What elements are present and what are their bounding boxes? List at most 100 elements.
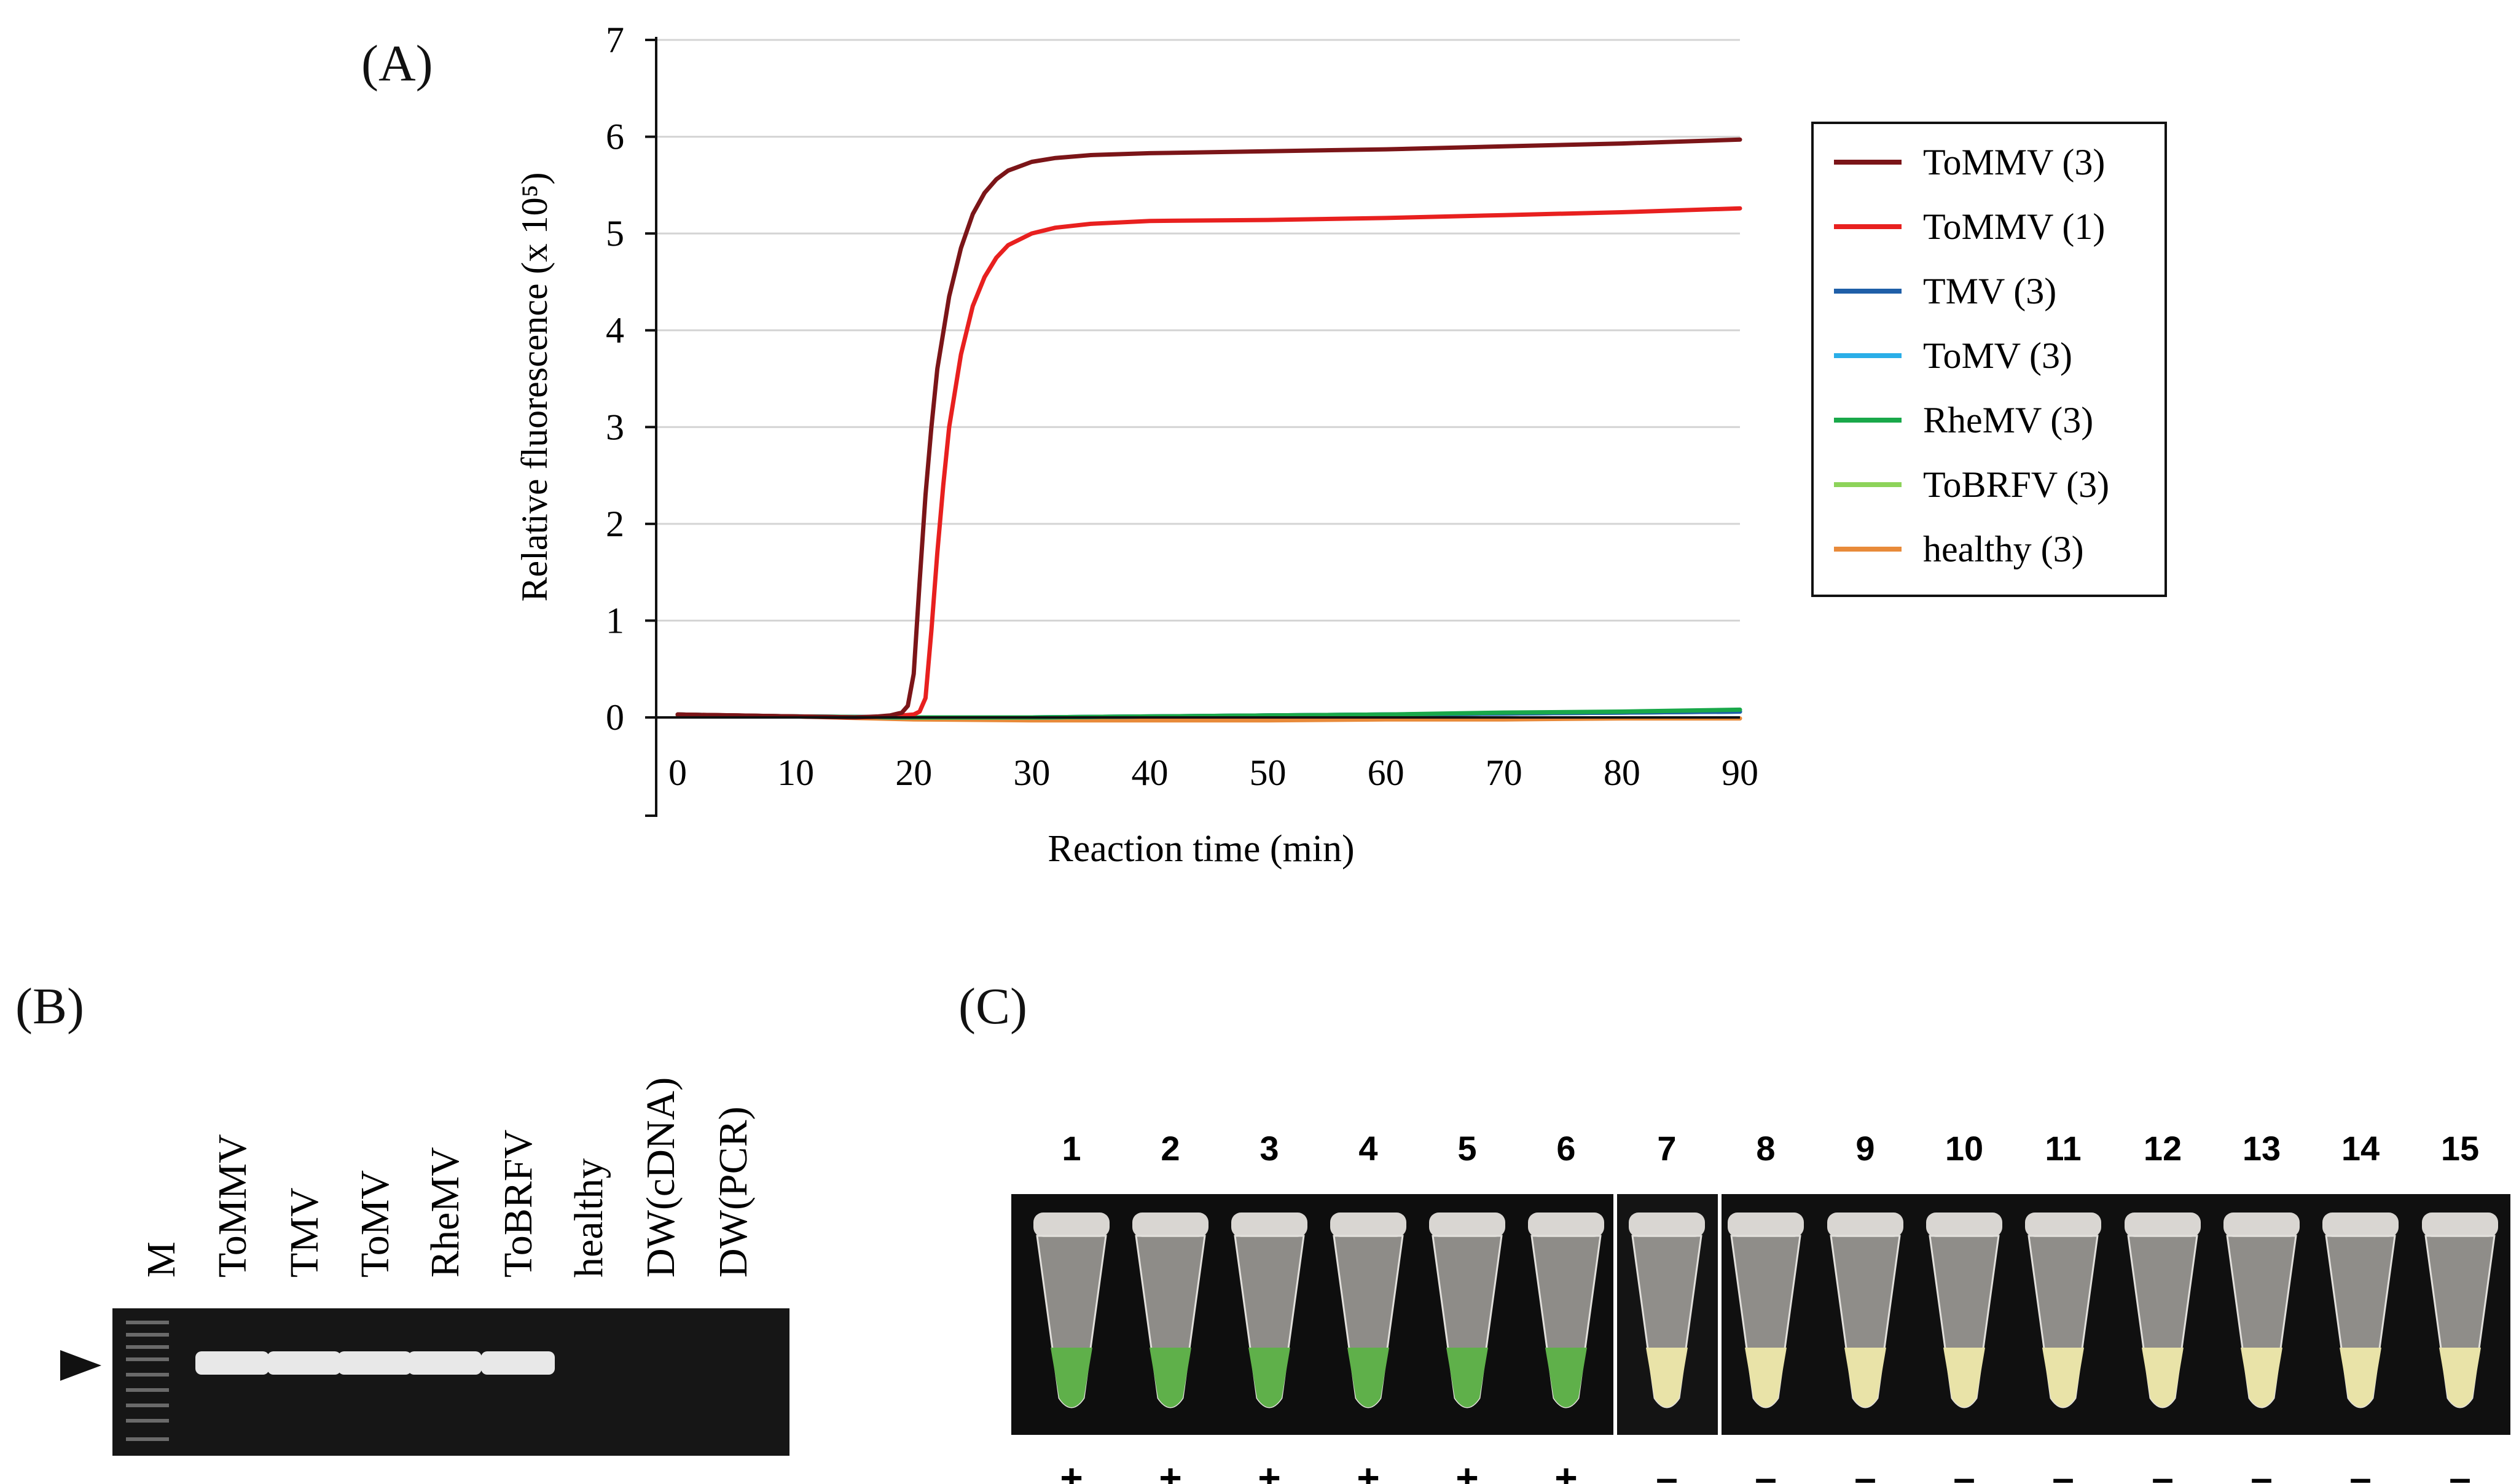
tube-result: – xyxy=(2251,1456,2273,1484)
x-tick-label: 30 xyxy=(1013,752,1050,793)
tube-result: – xyxy=(2449,1456,2471,1484)
ladder-band xyxy=(126,1373,169,1377)
tube-result: + xyxy=(1554,1456,1577,1484)
ladder-band xyxy=(126,1419,169,1423)
y-tick-label: 2 xyxy=(606,504,624,544)
tube-cap xyxy=(2125,1213,2201,1237)
tube-liquid xyxy=(1347,1348,1389,1407)
tube-number: 11 xyxy=(2045,1129,2081,1168)
tube xyxy=(1330,1213,1406,1408)
tube-cap xyxy=(2422,1213,2498,1237)
tube xyxy=(1528,1213,1604,1408)
tube-number: 6 xyxy=(1556,1129,1575,1168)
x-tick-label: 80 xyxy=(1604,752,1640,793)
x-tick-label: 50 xyxy=(1250,752,1287,793)
panel-label-c: (C) xyxy=(958,978,1027,1035)
tube-cap xyxy=(1231,1213,1307,1237)
tube xyxy=(1132,1213,1209,1408)
tube-cap xyxy=(1330,1213,1406,1237)
y-tick-label: 7 xyxy=(606,20,624,60)
gel-lane-label: ToMV xyxy=(353,1170,398,1278)
tube-result: + xyxy=(1455,1456,1478,1484)
x-tick-label: 70 xyxy=(1486,752,1522,793)
tube-cap xyxy=(1926,1213,2002,1237)
tube-liquid xyxy=(2142,1348,2184,1407)
tube-number: 2 xyxy=(1161,1129,1180,1168)
gel-band xyxy=(481,1351,555,1375)
tube xyxy=(2125,1213,2201,1408)
tube-number: 9 xyxy=(1855,1129,1875,1168)
tube-result: – xyxy=(1854,1456,1876,1484)
series-line-1 xyxy=(675,206,1742,720)
x-tick-label: 90 xyxy=(1722,752,1758,793)
panel-label-a: (A) xyxy=(361,35,433,92)
tube-number: 3 xyxy=(1260,1129,1279,1168)
tube-result: + xyxy=(1159,1456,1181,1484)
gel-lane-label: ToBRFV xyxy=(496,1130,541,1278)
tube-result: – xyxy=(1953,1456,1975,1484)
tube-number: 5 xyxy=(1457,1129,1476,1168)
panel-label-b: (B) xyxy=(15,978,84,1035)
tube-cap xyxy=(2223,1213,2300,1237)
tube-number: 7 xyxy=(1657,1129,1676,1168)
gel-panel: M ToMMV TMV ToMV RheMV ToBRFV healthy DW(cDNA) D… xyxy=(60,1077,789,1456)
y-tick-label: 4 xyxy=(606,310,624,351)
ladder-band xyxy=(126,1388,169,1392)
gel-lane-label: RheMV xyxy=(423,1147,468,1278)
tube-cap xyxy=(1033,1213,1110,1237)
tube-result: + xyxy=(1258,1456,1280,1484)
gel-band xyxy=(267,1351,341,1375)
legend-box xyxy=(1811,122,2167,597)
tube-number: 4 xyxy=(1358,1129,1377,1168)
tube-results: + + + + + + – – – – – – – – – xyxy=(1060,1456,2470,1484)
tube xyxy=(1033,1213,1110,1408)
tube-number: 12 xyxy=(2144,1129,2182,1168)
legend-label: ToBRFV (3) xyxy=(1923,464,2109,505)
gel-lane-label: ToMMV xyxy=(210,1134,255,1278)
tube xyxy=(1728,1213,1804,1408)
tube-result: – xyxy=(1755,1456,1777,1484)
tube-number: 1 xyxy=(1062,1129,1081,1168)
grid-lines xyxy=(656,39,1740,622)
tube-cap xyxy=(1827,1213,1903,1237)
tube-number: 14 xyxy=(2341,1129,2380,1168)
tube xyxy=(1629,1213,1705,1408)
y-tick-label: 3 xyxy=(606,407,624,447)
tube-liquid xyxy=(2241,1348,2282,1407)
tube-liquid xyxy=(1745,1348,1787,1407)
tube-cap xyxy=(1728,1213,1804,1237)
series-line-0 xyxy=(675,137,1742,720)
tube xyxy=(2025,1213,2101,1408)
y-tick-label: 1 xyxy=(606,600,624,641)
tube-number: 15 xyxy=(2441,1129,2479,1168)
tube-number: 13 xyxy=(2243,1129,2281,1168)
legend: ToMMV (3) ToMMV (1) TMV (3) ToMV (3) RheMV (… xyxy=(1811,122,2167,597)
tube xyxy=(1429,1213,1505,1408)
legend-label: RheMV (3) xyxy=(1923,400,2093,440)
tube-liquid xyxy=(1150,1348,1191,1407)
tube-numbers: 1 2 3 4 5 6 7 8 9 10 11 12 13 14 15 xyxy=(1062,1129,2479,1168)
tube-panel: 1 2 3 4 5 6 7 8 9 10 11 12 13 14 15 + + + + + + – – – – – – – – – xyxy=(1011,1129,2510,1484)
tube-liquid xyxy=(2042,1348,2084,1407)
tube-liquid xyxy=(1248,1348,1290,1407)
legend-label: ToMMV (1) xyxy=(1923,206,2105,247)
ladder-band xyxy=(126,1437,169,1441)
tube-result: + xyxy=(1060,1456,1083,1484)
tube-liquid xyxy=(1646,1348,1688,1407)
tube-liquid xyxy=(1943,1348,1985,1407)
legend-label: ToMMV (3) xyxy=(1923,142,2105,182)
gel-lane-label: TMV xyxy=(282,1187,327,1278)
tube xyxy=(1926,1213,2002,1408)
tube-number: 8 xyxy=(1756,1129,1775,1168)
ladder-band xyxy=(126,1357,169,1361)
tube-cap xyxy=(2025,1213,2101,1237)
x-tick-label: 40 xyxy=(1131,752,1168,793)
x-tick-label: 60 xyxy=(1368,752,1404,793)
tube-result: – xyxy=(2052,1456,2074,1484)
gel-band xyxy=(408,1351,482,1375)
y-tick-label: 0 xyxy=(606,697,624,738)
gel-lane-label: M xyxy=(139,1241,184,1278)
gel-image xyxy=(112,1308,789,1456)
